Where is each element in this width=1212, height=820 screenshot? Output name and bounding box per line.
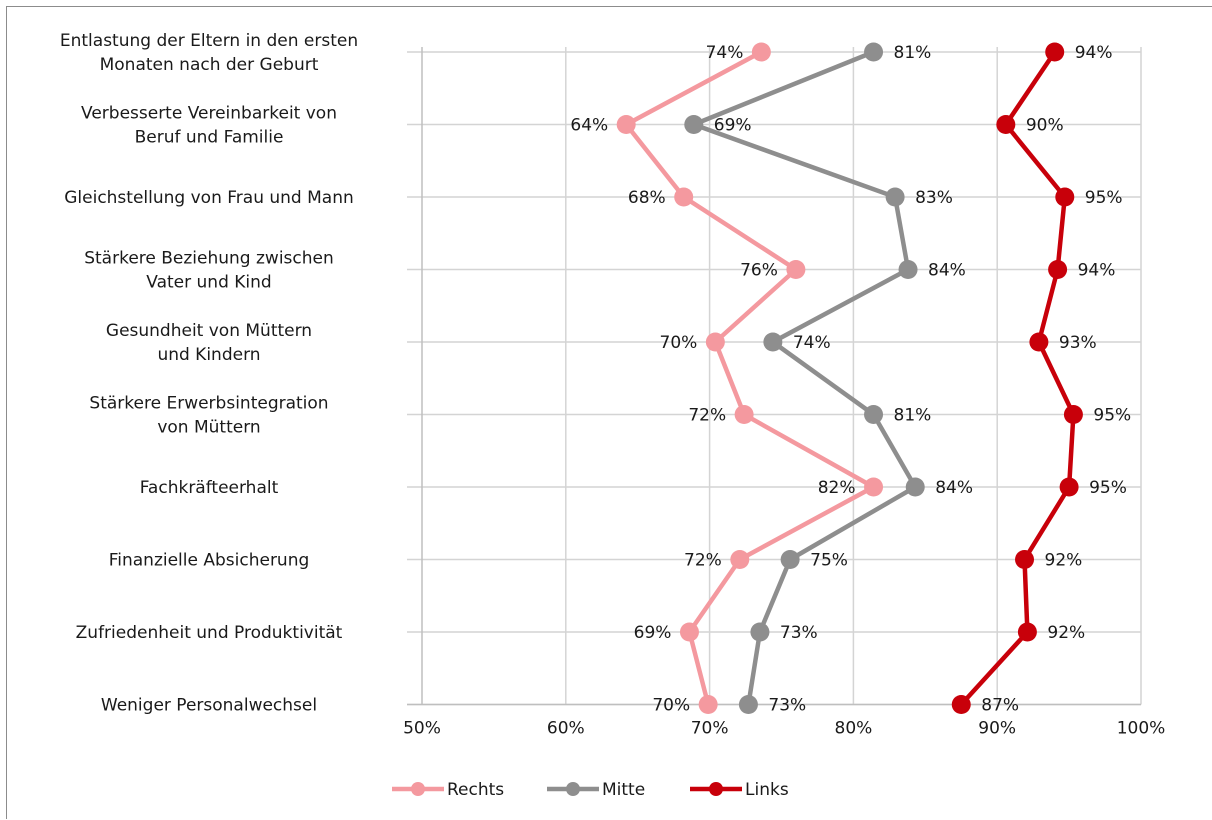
data-point-mitte (864, 42, 884, 62)
legend-label-links: Links (745, 780, 789, 800)
data-label-mitte: 75% (810, 551, 848, 571)
data-label-rechts: 70% (652, 696, 690, 716)
data-point-rechts (751, 42, 771, 62)
legend-label-mitte: Mitte (602, 780, 645, 800)
data-point-mitte (898, 260, 918, 279)
data-point-links (1029, 332, 1049, 352)
category-label: Verbesserte Vereinbarkeit von Beruf und F… (81, 104, 337, 148)
data-label-rechts: 68% (628, 188, 666, 208)
category-label: Weniger Personalwechsel (101, 696, 317, 716)
x-tick-label: 70% (691, 719, 729, 739)
data-point-rechts (674, 187, 694, 207)
gridlines (407, 47, 1142, 706)
data-label-links: 87% (981, 696, 1019, 716)
legend-marker-links (709, 782, 723, 796)
category-label: Gleichstellung von Frau und Mann (64, 188, 354, 208)
data-point-mitte (738, 695, 758, 714)
data-label-mitte: 84% (935, 478, 973, 498)
data-label-rechts: 70% (660, 333, 698, 353)
data-point-rechts (679, 622, 699, 642)
data-label-rechts: 69% (634, 623, 672, 643)
series-group (616, 42, 1083, 714)
series-line-links (959, 50, 1076, 707)
x-tick-label: 90% (978, 719, 1016, 739)
data-point-rechts (698, 695, 718, 714)
data-label-mitte: 73% (768, 696, 806, 716)
data-label-links: 95% (1093, 406, 1131, 426)
data-point-mitte (763, 332, 783, 352)
data-point-mitte (684, 115, 704, 134)
category-label: Fachkräfteerhalt (140, 478, 279, 498)
data-point-mitte (905, 477, 925, 497)
data-point-links (1015, 550, 1035, 569)
x-tick-label: 50% (403, 719, 441, 739)
data-label-mitte: 73% (780, 623, 818, 643)
series-line-rechts (623, 50, 876, 706)
category-labels: Entlastung der Eltern in den ersten Monat… (60, 31, 358, 716)
series-line-mitte (691, 49, 918, 705)
data-label-rechts: 82% (818, 478, 856, 498)
category-label: Gesundheit von Müttern und Kindern (106, 321, 312, 365)
data-label-rechts: 72% (684, 551, 722, 571)
chart-frame: Entlastung der Eltern in den ersten Monat… (6, 6, 1212, 819)
x-tick-label: 80% (835, 719, 873, 739)
data-label-rechts: 76% (740, 261, 778, 281)
data-point-rechts (730, 550, 750, 569)
data-label-links: 94% (1075, 43, 1113, 63)
data-point-rechts (616, 115, 636, 134)
data-label-links: 93% (1059, 333, 1097, 353)
data-point-rechts (705, 332, 725, 352)
data-point-mitte (780, 550, 800, 569)
data-label-links: 92% (1047, 623, 1085, 643)
data-label-rechts: 64% (570, 116, 608, 136)
data-label-mitte: 81% (894, 406, 932, 426)
category-label: Stärkere Erwerbsintegration von Müttern (89, 394, 328, 438)
data-label-mitte: 74% (793, 333, 831, 353)
data-point-links (996, 115, 1016, 134)
data-point-links (1063, 405, 1083, 424)
data-label-rechts: 74% (706, 43, 744, 63)
data-point-links (1048, 260, 1068, 279)
data-point-links (1017, 622, 1037, 642)
data-point-mitte (750, 622, 770, 642)
legend: Rechts Mitte Links (392, 780, 789, 800)
line-chart: Entlastung der Eltern in den ersten Monat… (60, 31, 1165, 800)
data-label-links: 95% (1085, 188, 1123, 208)
data-labels: 74% 64% 68% 76% 70% 72% 82% 72% 69% 70% 81% 69% 83% 8… (570, 43, 1131, 716)
data-point-rechts (786, 260, 806, 279)
data-point-mitte (864, 405, 884, 424)
data-label-mitte: 81% (894, 43, 932, 63)
x-tick-label: 100% (1117, 719, 1166, 739)
data-label-links: 92% (1045, 551, 1083, 571)
data-point-rechts (864, 477, 884, 497)
data-point-links (951, 695, 971, 714)
category-label: Stärkere Beziehung zwischen Vater und Kin… (84, 249, 334, 293)
data-point-rechts (734, 405, 754, 424)
data-point-mitte (885, 187, 905, 207)
legend-marker-mitte (566, 782, 580, 796)
category-label: Finanzielle Absicherung (109, 551, 310, 571)
legend-label-rechts: Rechts (447, 780, 504, 800)
x-axis-ticks: 50% 60% 70% 80% 90% 100% (403, 719, 1165, 739)
data-label-links: 90% (1026, 116, 1064, 136)
legend-marker-rechts (411, 782, 425, 796)
data-label-mitte: 69% (714, 116, 752, 136)
data-label-rechts: 72% (688, 406, 726, 426)
data-point-links (1045, 42, 1065, 62)
data-point-links (1059, 477, 1079, 497)
data-label-links: 94% (1078, 261, 1116, 281)
data-label-mitte: 83% (915, 188, 953, 208)
x-tick-label: 60% (547, 719, 585, 739)
data-label-links: 95% (1089, 478, 1127, 498)
data-label-mitte: 84% (928, 261, 966, 281)
category-label: Entlastung der Eltern in den ersten Monat… (60, 31, 358, 75)
data-point-links (1055, 187, 1075, 207)
category-label: Zufriedenheit und Produktivität (76, 623, 343, 643)
